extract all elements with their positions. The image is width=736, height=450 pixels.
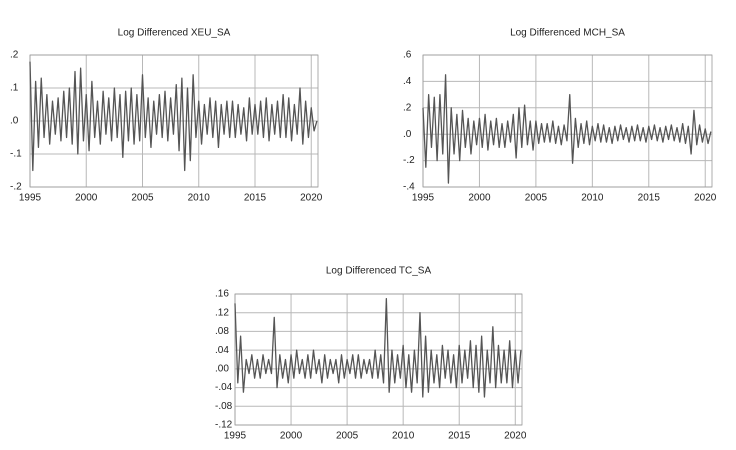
x-tick-label: 1995 (19, 193, 42, 204)
y-tick-label: .12 (215, 307, 229, 318)
series-line (422, 74, 712, 184)
chart-title: Log Differenced MCH_SA (510, 28, 625, 39)
y-tick-label: .2 (403, 102, 412, 113)
x-tick-label: 1995 (412, 193, 435, 204)
x-tick-label: 2010 (392, 431, 415, 442)
plot-frame (234, 293, 523, 426)
y-tick-label: .4 (403, 76, 412, 87)
y-tick-label: .00 (215, 363, 229, 374)
y-tick-label: .08 (215, 326, 229, 337)
x-tick-label: 2020 (694, 193, 717, 204)
y-tick-label: .2 (10, 50, 19, 61)
x-tick-label: 2000 (75, 193, 98, 204)
x-tick-label: 2015 (638, 193, 661, 204)
x-tick-label: 2020 (300, 193, 323, 204)
y-tick-label: .0 (403, 129, 412, 140)
y-tick-label: -.2 (403, 155, 415, 166)
series-line (29, 61, 318, 172)
y-tick-label: -.12 (215, 420, 233, 431)
x-tick-label: 2020 (504, 431, 527, 442)
y-tick-label: .1 (10, 83, 19, 94)
chart-title: Log Differenced TC_SA (326, 266, 432, 277)
y-tick-label: -.4 (403, 182, 415, 193)
x-tick-label: 2005 (336, 431, 359, 442)
x-tick-label: 2010 (581, 193, 604, 204)
x-tick-label: 2000 (280, 431, 303, 442)
series-line (234, 298, 522, 398)
y-tick-label: .0 (10, 116, 19, 127)
x-tick-label: 1995 (224, 431, 247, 442)
y-tick-label: -.2 (10, 182, 22, 193)
x-tick-label: 2010 (188, 193, 211, 204)
x-tick-label: 2005 (131, 193, 154, 204)
y-tick-label: .04 (215, 345, 229, 356)
y-tick-label: .6 (403, 50, 412, 61)
y-tick-label: .16 (215, 289, 229, 300)
x-tick-label: 2015 (448, 431, 471, 442)
y-tick-label: -.08 (215, 401, 233, 412)
y-tick-label: -.1 (10, 149, 22, 160)
y-tick-label: -.04 (215, 382, 233, 393)
plot-frame (29, 54, 319, 188)
x-tick-label: 2005 (525, 193, 548, 204)
x-tick-label: 2000 (468, 193, 491, 204)
x-tick-label: 2015 (244, 193, 267, 204)
chart-title: Log Differenced XEU_SA (118, 28, 231, 39)
